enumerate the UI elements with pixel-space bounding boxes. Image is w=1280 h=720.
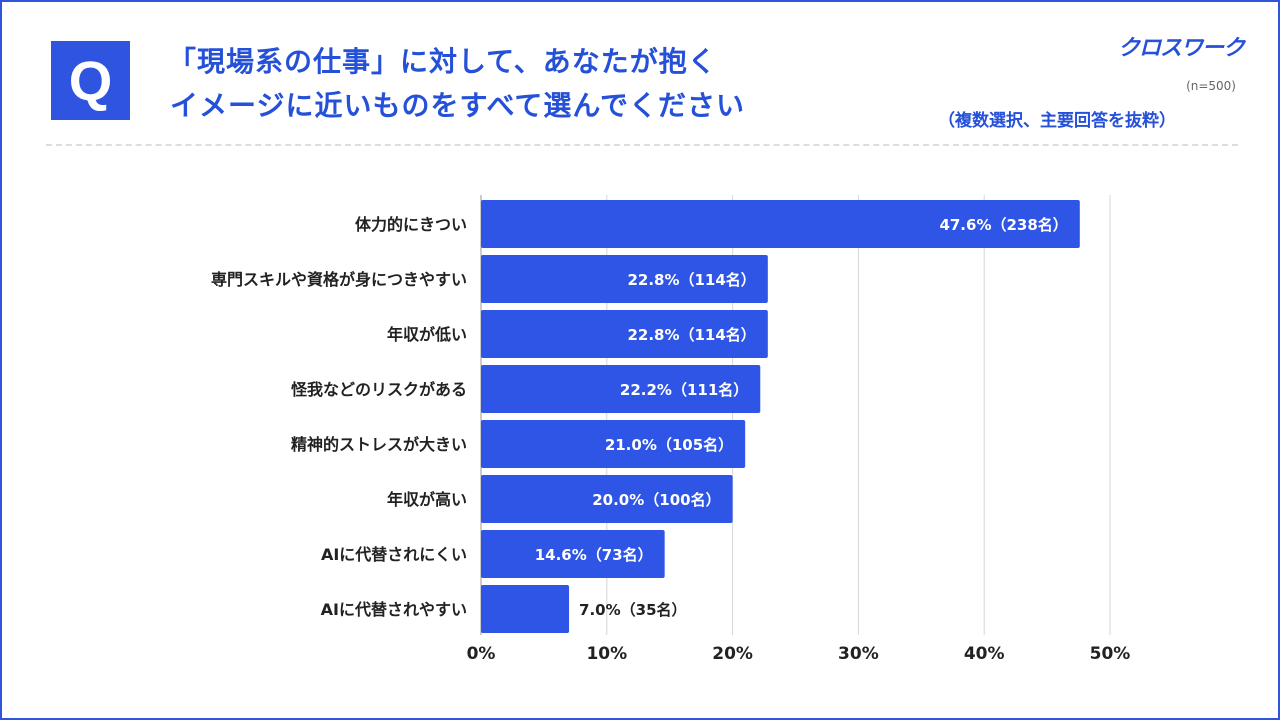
title-line-1: 「現場系の仕事」に対して、あなたが抱く [168,45,717,78]
bar [481,255,768,303]
x-tick-label: 0% [467,644,496,664]
bar [481,420,746,468]
bar [481,585,570,633]
question-title: 「現場系の仕事」に対して、あなたが抱く イメージに近いものをすべて選んでください [168,40,745,128]
brand-logo: クロスワーク [1117,36,1245,61]
data-label: 22.8%（114名） [627,271,755,289]
data-label: 7.0%（35名） [579,601,686,619]
divider [46,144,1238,146]
bar [481,200,1080,248]
category-label: 怪我などのリスクがある [291,380,467,399]
bar [481,365,761,413]
x-tick-label: 10% [586,644,627,664]
category-label: 専門スキルや資格が身につきやすい [211,270,467,289]
x-tick-label: 20% [712,644,753,664]
bar [481,310,768,358]
data-label: 21.0%（105名） [605,436,733,454]
x-tick-label: 30% [838,644,879,664]
data-label: 47.6%（238名） [939,216,1067,234]
category-label: AIに代替されにくい [321,545,467,564]
bar [481,530,665,578]
x-tick-label: 50% [1090,644,1131,664]
category-label: 年収が低い [387,325,467,344]
data-label: 22.2%（111名） [620,381,748,399]
data-label: 14.6%（73名） [535,546,653,564]
selection-note: （複数選択、主要回答を抜粋） [938,111,1176,131]
category-label: 体力的にきつい [355,215,467,234]
data-label: 20.0%（100名） [592,491,720,509]
category-label: AIに代替されやすい [321,600,467,619]
data-label: 22.8%（114名） [627,326,755,344]
category-label: 年収が高い [387,490,467,509]
x-tick-label: 40% [964,644,1005,664]
question-badge: Q [51,41,130,120]
bar [481,475,733,523]
category-label: 精神的ストレスが大きい [291,435,467,454]
title-line-2: イメージに近いものをすべて選んでください [170,89,745,122]
sample-size: (n=500) [1186,79,1236,93]
